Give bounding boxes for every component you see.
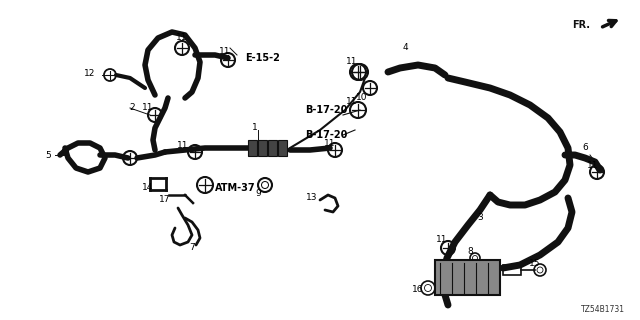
Text: 17: 17	[159, 196, 171, 204]
Text: 11: 11	[176, 34, 188, 43]
Text: 14: 14	[142, 183, 154, 193]
Bar	[503, 265, 521, 275]
Text: 6: 6	[582, 143, 588, 153]
Text: B-17-20: B-17-20	[305, 105, 348, 115]
Text: ATM-37: ATM-37	[215, 183, 255, 193]
Text: 7: 7	[189, 244, 195, 252]
Bar	[435, 260, 500, 295]
Text: B-17-20: B-17-20	[305, 130, 348, 140]
Text: 3: 3	[477, 213, 483, 222]
Text: 4: 4	[402, 44, 408, 52]
Text: 1: 1	[252, 124, 258, 132]
Text: 2: 2	[129, 103, 135, 113]
Text: 11: 11	[346, 98, 358, 107]
Text: TZ54B1731: TZ54B1731	[581, 306, 625, 315]
Text: 11: 11	[220, 47, 231, 57]
Text: E-15-2: E-15-2	[245, 53, 280, 63]
Bar	[278, 140, 287, 156]
Text: 16: 16	[412, 285, 424, 294]
Text: 11: 11	[588, 161, 599, 170]
Bar	[248, 140, 257, 156]
Text: FR.: FR.	[572, 20, 590, 30]
Text: 12: 12	[84, 68, 96, 77]
Text: 9: 9	[255, 188, 261, 197]
Text: 11: 11	[324, 139, 336, 148]
Text: 15: 15	[529, 259, 541, 268]
Text: 8: 8	[467, 247, 473, 257]
Text: 11: 11	[436, 236, 448, 244]
Text: 5: 5	[45, 150, 51, 159]
Text: 13: 13	[307, 194, 317, 203]
Bar	[258, 140, 267, 156]
Bar	[268, 140, 277, 156]
Text: 11: 11	[346, 58, 358, 67]
Text: 11: 11	[142, 103, 154, 113]
Text: 10: 10	[356, 93, 368, 102]
Text: 11: 11	[177, 140, 189, 149]
